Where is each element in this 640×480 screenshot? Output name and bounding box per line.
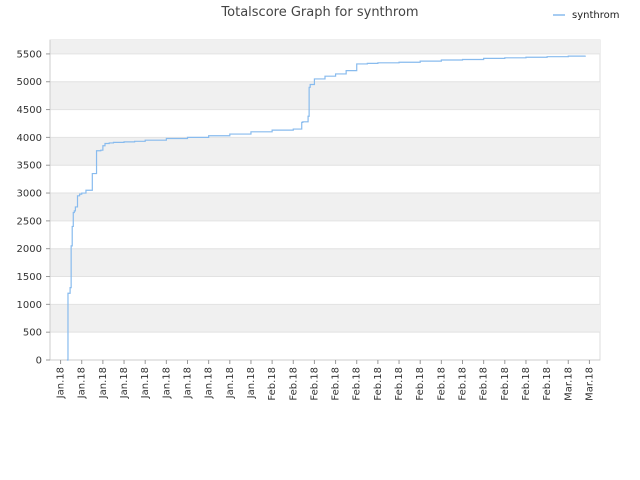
x-tick-label: Feb.18 bbox=[542, 367, 553, 401]
y-tick-label: 4000 bbox=[17, 133, 42, 144]
x-tick-label: Jan.18 bbox=[98, 367, 109, 399]
x-tick-label: Feb.18 bbox=[394, 367, 405, 401]
series-area bbox=[66, 55, 586, 361]
legend-label: synthrom bbox=[572, 10, 619, 21]
grid-bands bbox=[49, 39, 601, 361]
chart-title: Totalscore Graph for synthrom bbox=[220, 5, 418, 20]
grid-band bbox=[50, 248, 600, 277]
x-tick-label: Feb.18 bbox=[521, 367, 532, 401]
y-tick-label: 500 bbox=[23, 328, 42, 339]
x-tick-label: Mar.18 bbox=[563, 367, 574, 401]
x-tick-label: Feb.18 bbox=[267, 367, 278, 401]
x-tick-label: Feb.18 bbox=[331, 367, 342, 401]
y-tick-label: 4500 bbox=[17, 105, 42, 116]
x-tick-label: Feb.18 bbox=[373, 367, 384, 401]
x-tick-label: Feb.18 bbox=[479, 367, 490, 401]
y-tick-label: 0 bbox=[36, 356, 42, 367]
x-tick-label: Jan.18 bbox=[183, 367, 194, 399]
x-tick-label: Jan.18 bbox=[77, 367, 88, 399]
grid-band bbox=[50, 304, 600, 333]
y-tick-label: 1500 bbox=[17, 272, 42, 283]
y-tick-label: 5500 bbox=[17, 49, 42, 60]
x-tick-label: Mar.18 bbox=[584, 367, 595, 401]
y-tick-label: 2000 bbox=[17, 244, 42, 255]
x-tick-label: Jan.18 bbox=[225, 367, 236, 399]
x-tick-label: Jan.18 bbox=[119, 367, 130, 399]
legend: synthrom bbox=[553, 10, 619, 21]
x-tick-label: Feb.18 bbox=[458, 367, 469, 401]
y-tick-label: 3500 bbox=[17, 161, 42, 172]
y-tick-label: 1000 bbox=[17, 300, 42, 311]
x-tick-label: Feb.18 bbox=[436, 367, 447, 401]
x-tick-label: Jan.18 bbox=[246, 367, 257, 399]
x-tick-label: Jan.18 bbox=[56, 367, 67, 399]
x-tick-label: Feb.18 bbox=[288, 367, 299, 401]
y-tick-label: 3000 bbox=[17, 189, 42, 200]
grid-band bbox=[50, 81, 600, 110]
x-tick-label: Jan.18 bbox=[140, 367, 151, 399]
x-tick-label: Feb.18 bbox=[352, 367, 363, 401]
grid-band bbox=[50, 40, 600, 54]
x-tick-label: Jan.18 bbox=[161, 367, 172, 399]
x-tick-label: Feb.18 bbox=[500, 367, 511, 401]
grid-band bbox=[50, 193, 600, 221]
x-axis: Jan.18 Jan.18 Jan.18 Jan.18 Jan.18 Jan.18 Jan.… bbox=[50, 359, 600, 401]
x-tick-label: Feb.18 bbox=[415, 367, 426, 401]
grid-band bbox=[50, 137, 600, 166]
x-tick-label: Feb.18 bbox=[309, 367, 320, 401]
y-tick-label: 2500 bbox=[17, 216, 42, 227]
y-tick-label: 5000 bbox=[17, 77, 42, 88]
y-axis: 0 500 1000 1500 2000 2500 3000 3500 4000 4500 5000… bbox=[17, 40, 51, 367]
series-line-synthrom bbox=[66, 55, 586, 361]
x-tick-label: Jan.18 bbox=[204, 367, 215, 399]
